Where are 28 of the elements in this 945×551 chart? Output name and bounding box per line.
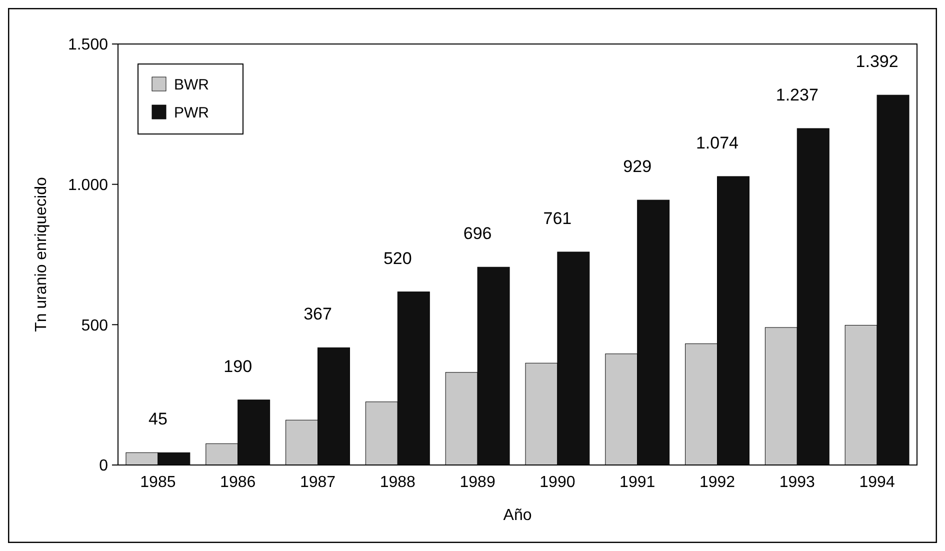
annotation: 929 [623, 157, 652, 176]
legend-label: PWR [174, 104, 210, 122]
y-tick-label: 1.500 [68, 36, 108, 54]
x-tick-label: 1990 [540, 474, 576, 491]
y-tick-label: 500 [81, 317, 108, 334]
annotation: 367 [304, 304, 332, 324]
annotation: 190 [224, 356, 252, 376]
y-tick-label: 1.000 [68, 176, 108, 194]
annotation: 696 [463, 224, 492, 244]
x-tick-label: 1992 [699, 474, 736, 491]
legend-label: BWR [174, 76, 210, 94]
y-tick-label: 0 [99, 458, 108, 475]
x-tick-label: 1988 [380, 474, 416, 491]
x-axis-title: Año [503, 507, 532, 524]
annotation: 1.237 [776, 85, 818, 104]
x-tick-label: 1991 [620, 474, 656, 491]
x-tick-label: 1993 [779, 474, 816, 491]
annotation: 1.392 [856, 52, 898, 72]
y-axis-title: Tn uranio enriquecido [33, 177, 50, 332]
annotation: 1.074 [696, 133, 739, 152]
annotation: 520 [383, 248, 412, 268]
x-tick-label: 1986 [220, 474, 256, 491]
x-tick-label: 1989 [460, 474, 496, 491]
x-tick-label: 1987 [300, 474, 336, 491]
annotation: 761 [543, 208, 572, 228]
x-tick-label: 1994 [859, 474, 895, 491]
x-tick-label: 1985 [140, 474, 176, 491]
annotation: 45 [148, 410, 168, 429]
